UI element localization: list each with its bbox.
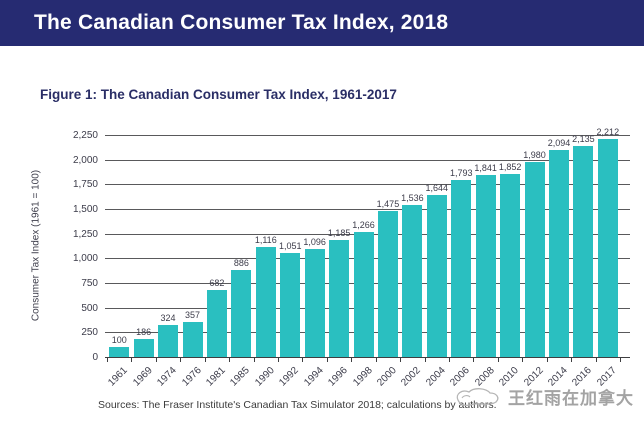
bar-value-label: 682 [209,277,225,288]
bar [280,253,301,357]
y-tick-label: 0 [92,352,98,363]
bar-value-label: 1,051 [278,241,302,252]
bar-value-label: 357 [184,309,201,320]
bar [500,174,521,357]
bar [475,175,496,357]
bar [426,194,447,357]
page-header: The Canadian Consumer Tax Index, 2018 [0,0,644,46]
x-tick [155,358,157,362]
x-tick [620,358,622,362]
y-tick-label: 2,000 [72,154,98,166]
bar-value-label: 1,266 [352,220,375,231]
x-tick [253,358,255,362]
bar [597,138,618,357]
y-tick-label: 250 [81,327,98,339]
y-tick-label: 2,250 [72,130,98,141]
bar-value-label: 1,475 [376,199,400,210]
bar-value-label: 1,536 [401,193,424,204]
bar-value-label: 2,135 [572,134,595,145]
figure-title: Figure 1: The Canadian Consumer Tax Inde… [40,87,397,102]
page-title: The Canadian Consumer Tax Index, 2018 [34,11,449,34]
y-tick-label: 1,000 [72,253,98,265]
bar [353,232,374,357]
watermark: 王红雨在加拿大 [452,384,634,409]
bar-value-label: 1,185 [327,228,351,239]
bar-value-label: 1,852 [498,162,522,173]
bar-value-label: 1,841 [474,163,497,174]
bar-value-label: 1,644 [425,182,449,193]
x-tick [229,358,231,362]
y-tick-label: 1,750 [72,179,98,191]
bar [329,240,350,357]
bar-value-label: 1,116 [254,234,277,245]
y-tick-label: 500 [81,302,98,314]
scribble-cloud-icon [456,387,499,406]
y-tick-label: 1,250 [72,228,98,240]
y-tick-label: 1,500 [72,204,98,215]
bar-value-label: 2,094 [547,138,571,149]
x-tick [571,358,573,362]
x-tick [278,358,279,362]
plot-area: 100 186 324 357 682 886 1,116 1,051 1,096 1,185 1,… [105,127,630,362]
bar-value-label: 1,096 [303,236,326,247]
x-tick [473,358,475,362]
x-tick [424,358,426,362]
bar [231,269,252,357]
x-tick [546,358,548,362]
bar-value-label: 324 [160,313,176,324]
sources-note: Sources: The Fraser Institute's Canadian… [98,399,497,411]
x-tick [302,358,304,362]
x-tick [522,358,524,362]
x-tick [326,358,328,362]
y-axis-tick-labels: 0 250 500 750 1,000 1,250 1,500 1,750 2,000 2,250 [40,130,98,363]
bar [524,161,545,357]
watermark-text: 王红雨在加拿大 [508,389,634,408]
x-tick [375,358,377,362]
bar-value-label: 2,212 [596,126,620,137]
bar [573,146,594,357]
bar [377,211,398,357]
y-tick-label: 750 [81,278,98,289]
bar-value-label: 886 [233,257,249,268]
bar-value-label: 100 [111,335,127,346]
bar [158,325,179,357]
gridline [105,135,630,136]
bar-value-label: 186 [136,326,152,337]
x-tick [204,358,206,362]
x-tick [449,358,451,362]
x-tick [107,358,108,362]
x-tick [400,358,402,362]
x-axis-line [105,357,630,358]
bar [109,347,130,357]
bar-value-label: 1,793 [449,168,473,179]
x-tick [351,358,353,362]
bar [133,338,154,357]
x-tick [131,358,133,362]
bar [451,180,472,357]
gridline [105,209,630,210]
x-tick [497,358,499,362]
gridline [105,159,630,161]
bar [402,205,423,357]
bar [548,150,569,357]
bar [182,321,203,357]
bar [304,248,325,357]
bar [255,246,276,357]
x-tick [180,358,182,362]
x-tick [595,358,597,362]
bar [206,289,227,357]
gridline [105,184,630,186]
bar-value-label: 1,980 [523,149,546,160]
